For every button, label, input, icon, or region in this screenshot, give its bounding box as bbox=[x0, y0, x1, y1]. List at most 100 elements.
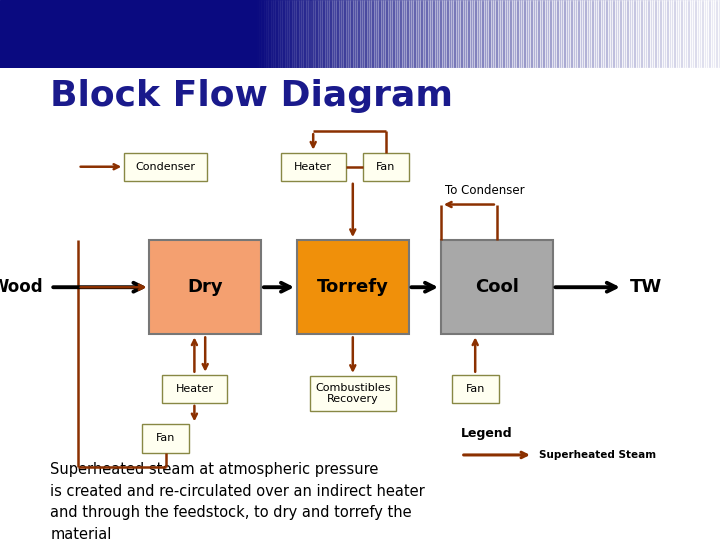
Bar bbox=[331, 0, 334, 68]
Text: Fan: Fan bbox=[156, 434, 175, 443]
Bar bbox=[465, 0, 467, 68]
Bar bbox=[366, 0, 369, 68]
Bar bbox=[561, 0, 563, 68]
Bar bbox=[355, 0, 357, 68]
Text: Cool: Cool bbox=[475, 278, 518, 296]
Text: Wood: Wood bbox=[0, 278, 43, 296]
Bar bbox=[281, 152, 346, 181]
Bar bbox=[716, 0, 718, 68]
Bar bbox=[467, 0, 469, 68]
Bar bbox=[521, 0, 523, 68]
Bar bbox=[580, 0, 582, 68]
Bar bbox=[150, 240, 261, 334]
Bar bbox=[687, 0, 690, 68]
Text: TW: TW bbox=[630, 278, 662, 296]
Bar bbox=[589, 0, 591, 68]
Bar bbox=[612, 0, 615, 68]
Bar bbox=[697, 0, 699, 68]
Bar bbox=[493, 0, 495, 68]
Bar bbox=[402, 0, 404, 68]
Bar bbox=[441, 240, 552, 334]
Bar bbox=[540, 0, 542, 68]
Bar bbox=[318, 0, 320, 68]
Bar bbox=[479, 0, 481, 68]
Bar bbox=[535, 0, 537, 68]
Bar bbox=[383, 0, 385, 68]
Bar bbox=[452, 375, 499, 403]
Bar bbox=[598, 0, 600, 68]
Bar bbox=[259, 0, 261, 68]
Bar bbox=[275, 0, 278, 68]
Bar bbox=[404, 0, 406, 68]
Bar bbox=[481, 0, 484, 68]
Bar bbox=[376, 0, 379, 68]
Bar bbox=[654, 0, 657, 68]
Bar bbox=[299, 0, 301, 68]
Bar bbox=[425, 0, 428, 68]
Bar bbox=[273, 0, 275, 68]
Bar bbox=[329, 0, 331, 68]
Text: To Condenser: To Condenser bbox=[444, 185, 524, 198]
Bar bbox=[503, 0, 505, 68]
Bar bbox=[297, 0, 299, 68]
Bar bbox=[348, 0, 350, 68]
Bar bbox=[413, 0, 416, 68]
Bar bbox=[397, 0, 400, 68]
Bar bbox=[320, 0, 322, 68]
Bar bbox=[675, 0, 678, 68]
Bar bbox=[713, 0, 716, 68]
Bar bbox=[432, 0, 434, 68]
Bar bbox=[708, 0, 711, 68]
Bar bbox=[449, 0, 451, 68]
Bar bbox=[671, 0, 673, 68]
Bar bbox=[491, 0, 493, 68]
Bar bbox=[685, 0, 687, 68]
Bar bbox=[498, 0, 500, 68]
Bar bbox=[706, 0, 708, 68]
Bar bbox=[125, 152, 207, 181]
Bar bbox=[289, 0, 292, 68]
Bar bbox=[392, 0, 395, 68]
Bar bbox=[418, 0, 420, 68]
Bar bbox=[301, 0, 304, 68]
Bar bbox=[390, 0, 392, 68]
Text: Torrefy: Torrefy bbox=[317, 278, 389, 296]
Bar bbox=[280, 0, 282, 68]
Bar bbox=[629, 0, 631, 68]
Bar bbox=[287, 0, 289, 68]
Bar bbox=[666, 0, 669, 68]
Bar bbox=[264, 0, 266, 68]
Bar bbox=[622, 0, 624, 68]
Bar bbox=[510, 0, 512, 68]
Bar bbox=[699, 0, 701, 68]
Bar bbox=[619, 0, 622, 68]
Text: Combustibles
Recovery: Combustibles Recovery bbox=[315, 383, 390, 404]
Bar bbox=[636, 0, 638, 68]
Bar bbox=[526, 0, 528, 68]
Bar bbox=[533, 0, 535, 68]
Text: Superheated Steam: Superheated Steam bbox=[539, 450, 656, 460]
Bar bbox=[306, 0, 308, 68]
Bar bbox=[472, 0, 474, 68]
Text: Superheated steam at atmospheric pressure
is created and re-circulated over an i: Superheated steam at atmospheric pressur… bbox=[50, 462, 425, 540]
Bar bbox=[624, 0, 626, 68]
Bar bbox=[544, 0, 547, 68]
Text: Heater: Heater bbox=[176, 384, 213, 394]
Bar bbox=[271, 0, 273, 68]
Bar bbox=[266, 0, 269, 68]
Bar bbox=[308, 0, 310, 68]
Bar bbox=[587, 0, 589, 68]
Bar bbox=[387, 0, 390, 68]
Bar bbox=[430, 0, 432, 68]
Bar bbox=[626, 0, 629, 68]
Bar bbox=[294, 0, 297, 68]
Bar bbox=[343, 0, 346, 68]
Bar bbox=[444, 0, 446, 68]
Bar bbox=[570, 0, 572, 68]
Bar bbox=[512, 0, 514, 68]
Bar bbox=[363, 152, 409, 181]
Bar bbox=[360, 0, 362, 68]
Bar bbox=[606, 0, 608, 68]
Bar bbox=[474, 0, 477, 68]
Bar bbox=[572, 0, 575, 68]
